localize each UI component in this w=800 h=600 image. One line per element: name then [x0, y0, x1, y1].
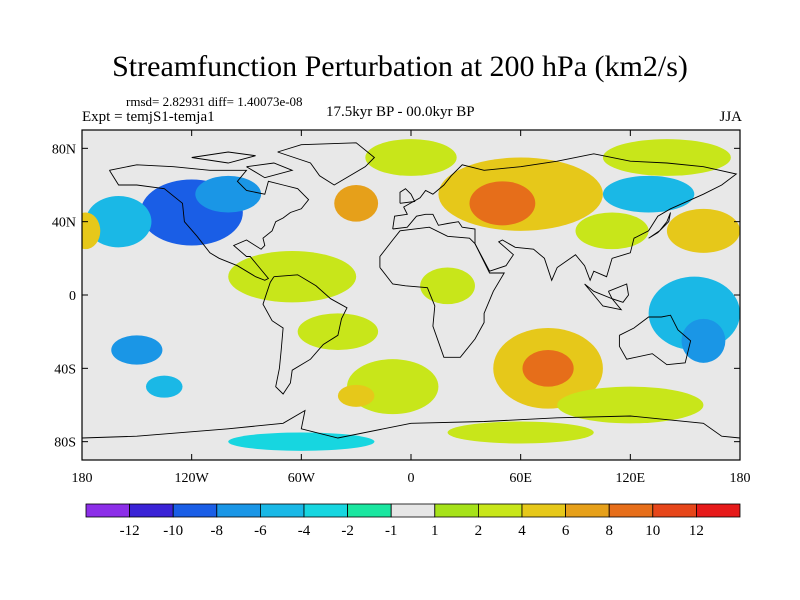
colorbar-swatch [696, 503, 741, 518]
colorbar-label: -1 [385, 523, 398, 539]
coastline [262, 274, 348, 395]
colorbar-swatch [303, 503, 348, 518]
colorbar-swatch [608, 503, 654, 518]
colorbar-swatch [565, 503, 610, 518]
lon-tick-label: 120E [616, 471, 646, 486]
anomaly-region [681, 318, 726, 363]
coastline [379, 226, 505, 358]
colorbar-swatch [652, 503, 697, 518]
anomaly-region [145, 375, 183, 398]
coastline [82, 409, 740, 439]
colorbar-label: 2 [475, 523, 483, 539]
colorbar-swatch [172, 503, 218, 518]
chart-title: Streamfunction Perturbation at 200 hPa (… [112, 50, 688, 83]
colorbar-swatch [347, 503, 392, 518]
colorbar-swatch [390, 503, 436, 518]
anomaly-region [365, 139, 457, 176]
coastline [392, 153, 738, 282]
anomaly-region [228, 432, 375, 451]
colorbar-label: -8 [211, 523, 224, 539]
lon-tick-label: 60E [509, 471, 532, 486]
lon-tick-label: 180 [72, 471, 93, 486]
colorbar-label: 10 [645, 523, 660, 539]
coastline [191, 151, 256, 164]
anomaly-contours [82, 139, 740, 451]
experiment-label: Expt = temjS1-temja1 [82, 109, 215, 125]
anomaly-region [195, 175, 262, 213]
anomaly-region [447, 421, 594, 444]
anomaly-region [337, 384, 375, 407]
anomaly-region [228, 250, 357, 303]
coastline [246, 162, 294, 179]
colorbar-label: -2 [341, 523, 354, 539]
anomaly-region [602, 139, 731, 176]
period-label: 17.5kyr BP - 00.0kyr BP [326, 104, 475, 120]
coastline [109, 164, 310, 281]
season-label: JJA [719, 109, 742, 125]
colorbar-label: 6 [562, 523, 570, 539]
coastline [618, 314, 692, 366]
colorbar-label: -10 [163, 523, 183, 539]
colorbar-swatch [129, 503, 174, 518]
anomaly-region [420, 267, 475, 305]
anomaly-region [557, 386, 704, 424]
colorbar-swatch [434, 503, 479, 518]
colorbar-swatch [521, 503, 566, 518]
anomaly-region [334, 185, 379, 222]
colorbar-swatch [477, 503, 523, 518]
anomaly-region [85, 196, 152, 248]
lon-tick-label: 60W [288, 471, 316, 486]
lon-tick-label: 120W [175, 471, 210, 486]
anomaly-region [297, 313, 379, 350]
colorbar-swatch [216, 503, 261, 518]
anomaly-region [111, 335, 163, 365]
axis-ticks: 180 120W 60W 0 60E 120E 180 80N 40N 0 40S 80S [52, 130, 751, 486]
anomaly-region [602, 175, 695, 213]
anomaly-region [666, 208, 740, 253]
anomaly-region [522, 350, 574, 387]
colorbar-label: 12 [689, 523, 704, 539]
anomaly-region [469, 181, 536, 226]
lat-tick-label: 40N [52, 216, 76, 231]
lon-tick-label: 0 [408, 471, 415, 486]
coastline [648, 212, 671, 239]
stats-line: rmsd= 2.82931 diff= 1.40073e-08 [126, 94, 303, 109]
colorbar: -12 -10 -8 -6 -4 -2 -1 1 2 4 6 8 10 12 [85, 503, 741, 539]
lat-tick-label: 0 [69, 289, 76, 304]
coastline [607, 283, 629, 303]
coastlines [82, 142, 740, 439]
lon-tick-label: 180 [730, 471, 751, 486]
colorbar-swatch [259, 503, 305, 518]
lat-tick-label: 80N [52, 142, 76, 157]
coastline [277, 142, 376, 186]
colorbar-swatch [85, 503, 130, 518]
colorbar-label: 4 [518, 523, 526, 539]
coastline [584, 283, 623, 311]
colorbar-label: -4 [298, 523, 311, 539]
colorbar-label: 1 [431, 523, 439, 539]
lat-tick-label: 80S [54, 436, 76, 451]
colorbar-label: -12 [120, 523, 140, 539]
lat-tick-label: 40S [54, 362, 76, 377]
coastline [399, 188, 416, 204]
colorbar-label: -6 [254, 523, 267, 539]
colorbar-label: 8 [605, 523, 613, 539]
anomaly-region [575, 212, 649, 250]
